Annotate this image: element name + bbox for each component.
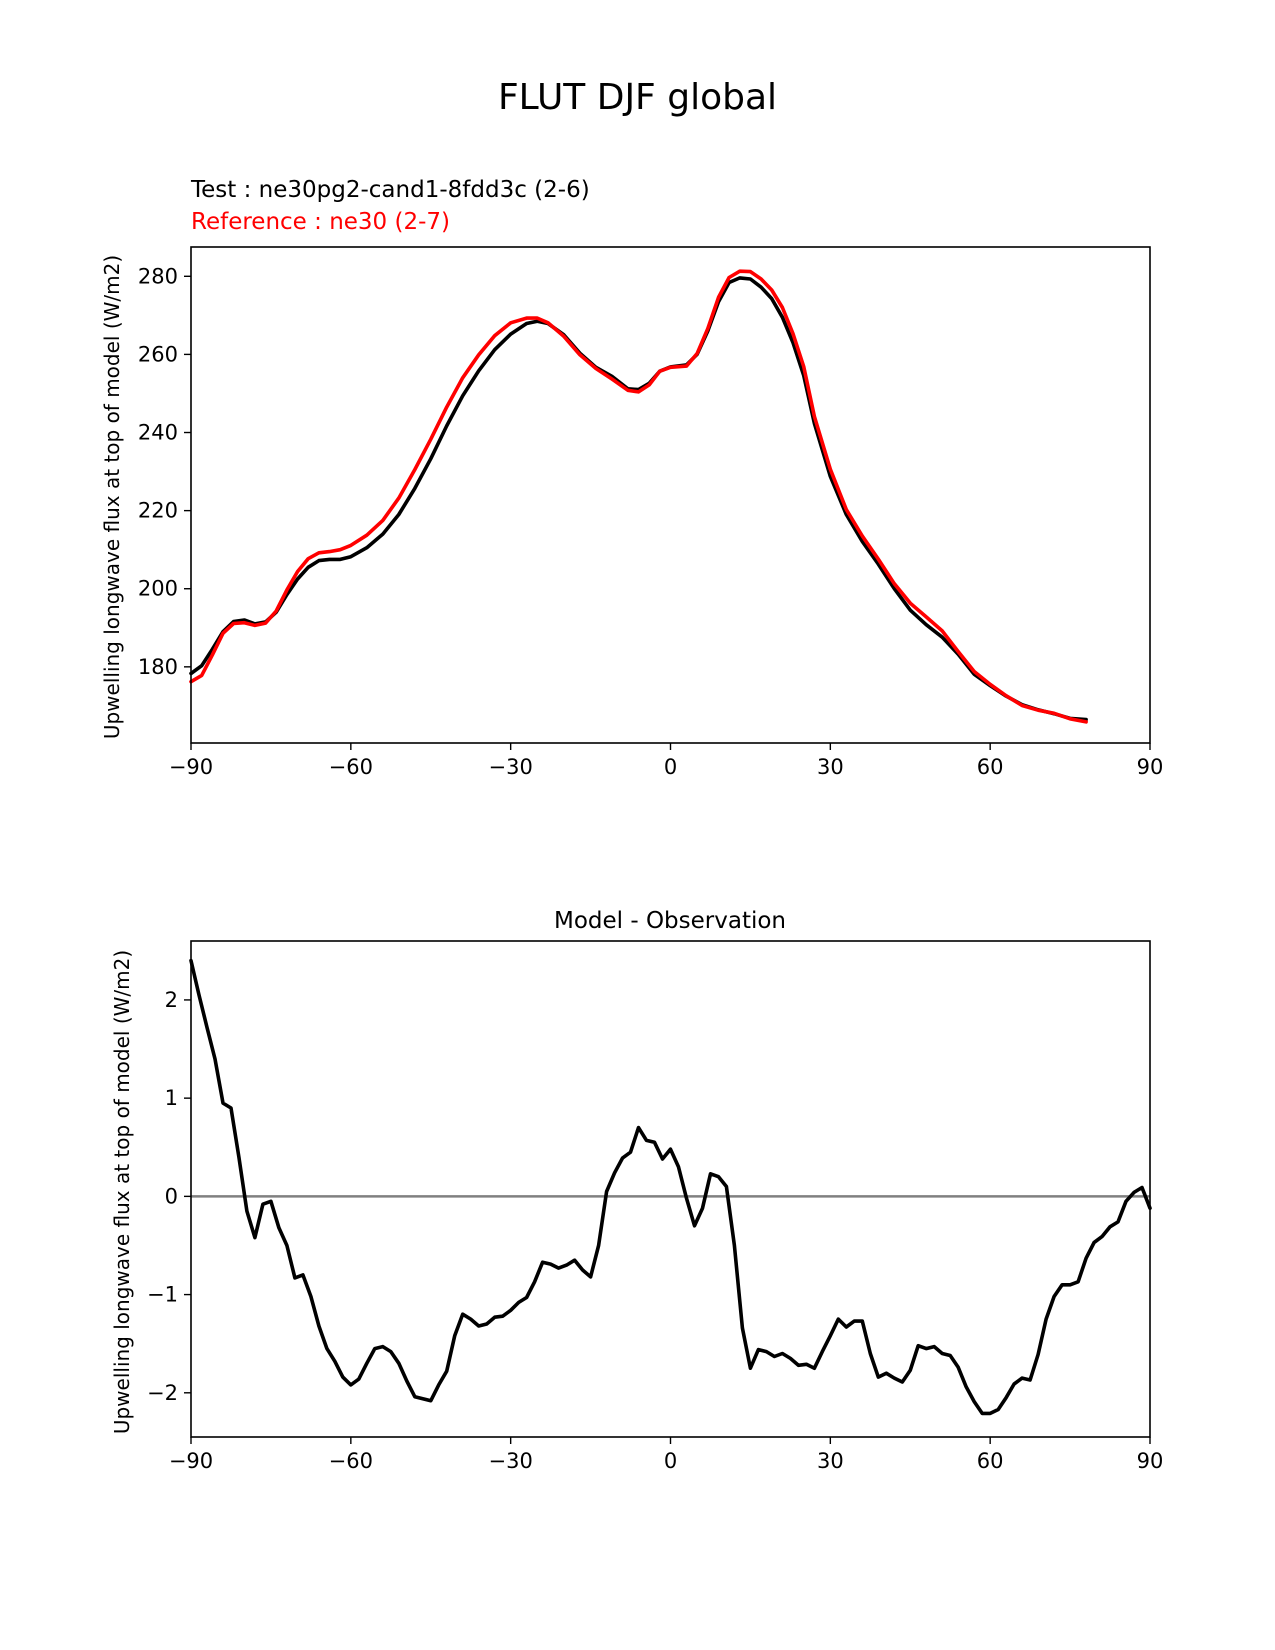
series-line-test xyxy=(189,276,1088,722)
y-axis-label: Upwelling longwave flux at top of model … xyxy=(110,950,134,1434)
x-tick-label: −30 xyxy=(489,755,533,779)
series-group xyxy=(189,269,1088,724)
y-tick-label: 220 xyxy=(138,499,178,523)
series-group xyxy=(189,958,1152,1416)
x-tick-label: 90 xyxy=(1137,1449,1164,1473)
y-axis-label: Upwelling longwave flux at top of model … xyxy=(100,255,124,739)
x-tick-label: −30 xyxy=(489,1449,533,1473)
plot-frame xyxy=(190,246,1151,744)
x-tick-label: 30 xyxy=(817,1449,844,1473)
difference-panel-title: Model - Observation xyxy=(554,908,786,934)
difference-panel: Model - Observation Upwelling longwave f… xyxy=(110,908,1163,1473)
plot-frame xyxy=(190,940,1151,1438)
x-tick-label: −90 xyxy=(169,1449,213,1473)
x-tick-label: −60 xyxy=(329,1449,373,1473)
y-tick-label: 2 xyxy=(165,988,178,1012)
y-tick-label: 280 xyxy=(138,264,178,288)
figure-title: FLUT DJF global xyxy=(498,77,777,118)
y-tick-label: 200 xyxy=(138,577,178,601)
y-tick-label: −2 xyxy=(147,1381,178,1405)
x-tick-label: 90 xyxy=(1137,755,1164,779)
y-tick-label: −1 xyxy=(147,1283,178,1307)
legend-reference-label: Reference : ne30 (2-7) xyxy=(191,209,450,235)
axis-ticks: −90 −60 −30 0 30 60 90 180 200 220 240 260 280 xyxy=(138,264,1163,779)
x-tick-label: 0 xyxy=(664,755,677,779)
y-tick-label: 1 xyxy=(165,1086,178,1110)
series-line-reference xyxy=(189,269,1088,724)
x-tick-label: −90 xyxy=(169,755,213,779)
y-tick-label: 180 xyxy=(138,655,178,679)
y-tick-label: 0 xyxy=(165,1184,178,1208)
series-line-model-observation xyxy=(189,958,1152,1416)
x-tick-label: 60 xyxy=(977,755,1004,779)
x-tick-label: 30 xyxy=(817,755,844,779)
x-tick-label: −60 xyxy=(329,755,373,779)
flux-panel: Test : ne30pg2-cand1-8fdd3c (2-6) Refere… xyxy=(100,177,1163,779)
x-tick-label: 60 xyxy=(977,1449,1004,1473)
y-tick-label: 260 xyxy=(138,342,178,366)
x-tick-label: 0 xyxy=(664,1449,677,1473)
legend-test-label: Test : ne30pg2-cand1-8fdd3c (2-6) xyxy=(190,177,590,203)
axis-ticks: −90 −60 −30 0 30 60 90 −2 −1 0 1 2 xyxy=(147,988,1163,1473)
y-tick-label: 240 xyxy=(138,421,178,445)
